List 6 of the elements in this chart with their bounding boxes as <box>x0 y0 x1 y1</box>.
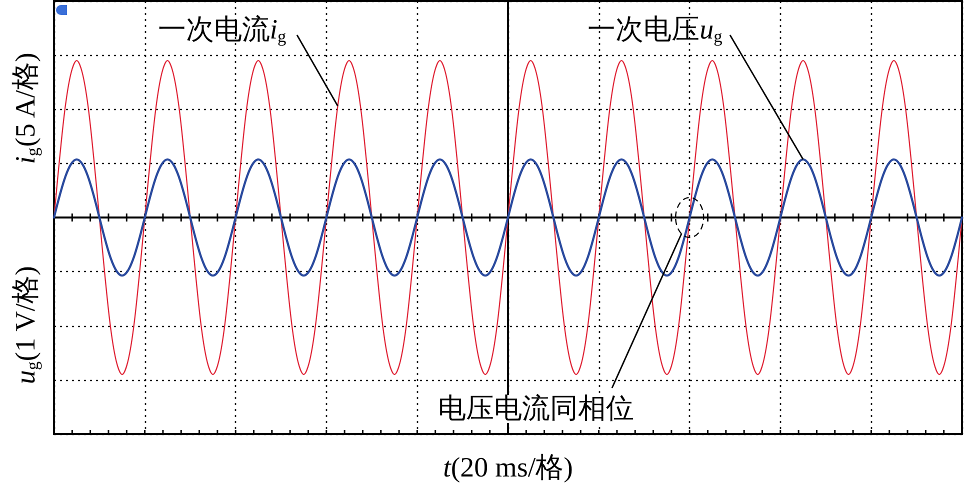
y-axis-title: ig(5 A/格) <box>10 52 42 164</box>
series-label: 一次电流ig <box>158 14 287 46</box>
y2-axis-title: ug(1 V/格) <box>10 266 42 384</box>
text: 一次电压ug <box>588 14 723 46</box>
text: 电压电流同相位 <box>438 394 634 424</box>
x-axis-title: t(20 ms/格) <box>443 452 573 484</box>
